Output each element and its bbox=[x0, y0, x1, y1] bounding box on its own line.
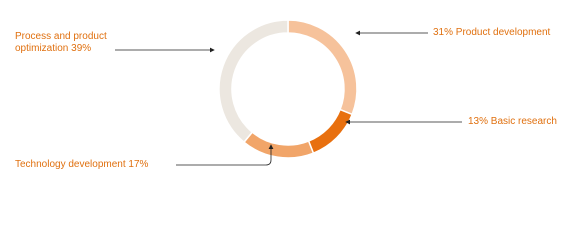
category-label: Basic research bbox=[490, 116, 557, 127]
donut-segment bbox=[242, 131, 315, 159]
slice-label: 31% Product development bbox=[433, 27, 550, 39]
donut-segment bbox=[218, 19, 289, 144]
donut-chart bbox=[115, 19, 462, 166]
slice-label: Technology development 17% bbox=[15, 159, 148, 171]
value-label: 17% bbox=[128, 159, 149, 170]
value-label: 13% bbox=[468, 116, 489, 127]
value-label: 39% bbox=[71, 43, 92, 54]
donut-segment bbox=[287, 19, 358, 116]
category-label: Technology development bbox=[15, 159, 126, 170]
leader-line bbox=[176, 144, 274, 166]
slice-label: 13% Basic research bbox=[468, 116, 557, 128]
value-label: 31% bbox=[433, 27, 454, 38]
category-label: Product development bbox=[455, 27, 551, 38]
category-label: Process and product optimization bbox=[15, 31, 107, 54]
slice-label: Process and product optimization 39% bbox=[15, 31, 133, 55]
donut-segment bbox=[307, 108, 354, 155]
chart: 31% Product development 13% Basic resear… bbox=[15, 19, 557, 171]
